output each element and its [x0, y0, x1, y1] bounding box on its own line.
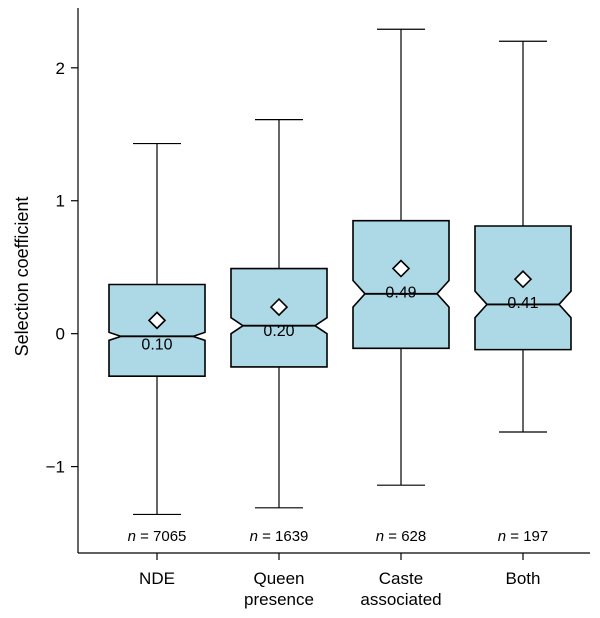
y-tick-label: −1: [46, 458, 65, 477]
mean-value-label: 0.10: [141, 336, 172, 353]
category-label: Both: [506, 569, 541, 588]
mean-marker: [147, 311, 167, 330]
mean-value-label: 0.41: [507, 295, 538, 312]
sample-size-label: n = 628: [376, 528, 426, 545]
y-tick-label: 1: [56, 192, 65, 211]
y-axis-label: Selection coefficient: [12, 197, 32, 357]
notched-box: [230, 267, 328, 368]
category-label: Caste: [379, 569, 423, 588]
mean-value-label: 0.20: [263, 323, 294, 340]
sample-size-label: n = 7065: [128, 528, 187, 545]
y-tick-label: 2: [56, 59, 65, 78]
mean-value-label: 0.49: [385, 285, 416, 302]
y-tick-label: 0: [56, 325, 65, 344]
sample-size-value: = 7065: [136, 528, 186, 545]
notched-box: [352, 219, 450, 350]
category-label: presence: [244, 590, 314, 609]
category-label: NDE: [139, 569, 175, 588]
category-label: associated: [360, 590, 441, 609]
mean-marker: [391, 259, 411, 278]
sample-size-label: n = 1639: [250, 528, 309, 545]
sample-size-label: n = 197: [498, 528, 548, 545]
category-label: Queen: [253, 569, 304, 588]
mean-marker: [513, 270, 533, 289]
mean-marker: [269, 297, 289, 317]
sample-size-value: = 197: [506, 528, 548, 545]
notched-box: [108, 283, 206, 378]
sample-size-value: = 1639: [258, 528, 308, 545]
sample-size-symbol: n: [498, 528, 506, 545]
sample-size-symbol: n: [376, 528, 384, 545]
sample-size-value: = 628: [384, 528, 426, 545]
sample-size-symbol: n: [128, 528, 136, 545]
sample-size-symbol: n: [250, 528, 258, 545]
